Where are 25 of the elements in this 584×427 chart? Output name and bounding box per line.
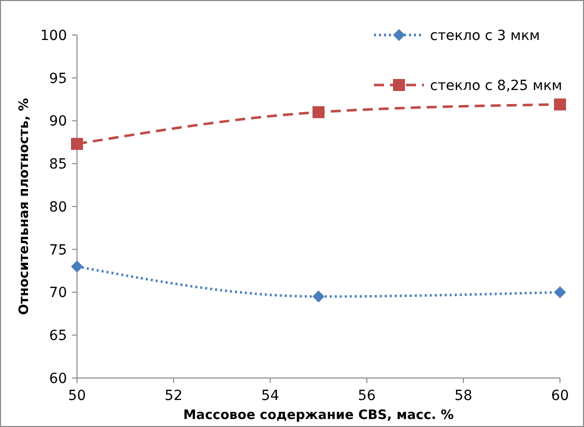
legend-label: стекло с 8,25 мкм <box>430 78 562 94</box>
x-tick-label: 60 <box>551 388 569 404</box>
y-tick-label: 80 <box>49 199 67 216</box>
y-tick-label: 70 <box>49 285 67 302</box>
y-tick-label: 65 <box>49 328 67 344</box>
x-tick-label: 56 <box>358 388 376 404</box>
x-axis-title: Массовое содержание CBS, масс. % <box>183 408 454 423</box>
x-tick-label: 54 <box>261 388 280 404</box>
y-tick-label: 95 <box>49 70 67 87</box>
y-tick-label: 85 <box>49 156 67 173</box>
y-tick-label: 100 <box>40 28 67 44</box>
y-tick-label: 90 <box>49 114 67 130</box>
x-tick-label: 58 <box>454 388 472 404</box>
point <box>554 286 566 298</box>
point <box>312 106 324 118</box>
y-tick-label: 60 <box>49 370 67 387</box>
y-axis-title: Относительная плотность, % <box>17 98 32 315</box>
x-tick-label: 50 <box>68 388 86 404</box>
point <box>71 260 83 273</box>
y-tick-label: 75 <box>49 242 67 258</box>
point <box>312 290 324 303</box>
x-tick-label: 52 <box>164 388 183 404</box>
legend-label: стекло с 3 мкм <box>430 28 540 44</box>
point <box>71 138 83 150</box>
point <box>554 98 566 110</box>
